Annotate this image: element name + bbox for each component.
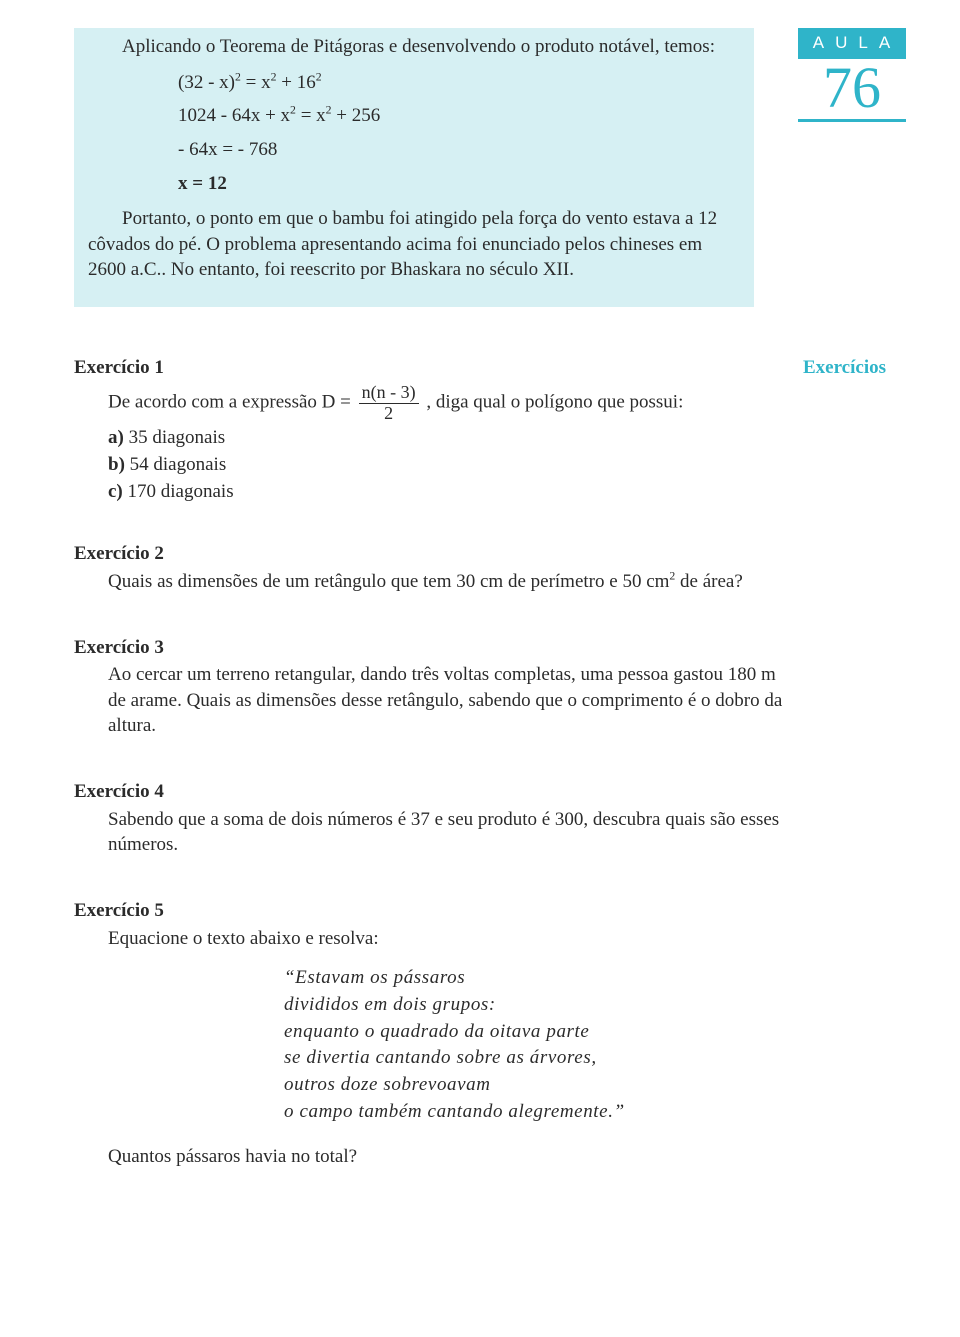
exercise-4: Exercício 4 Sabendo que a soma de dois n… <box>74 779 794 858</box>
ex1-fraction: n(n - 3) 2 <box>359 383 419 424</box>
eq-1: (32 - x)2 = x2 + 162 <box>178 70 730 96</box>
exercise-3-title: Exercício 3 <box>74 635 794 661</box>
exercise-1-title: Exercício 1 <box>74 355 774 381</box>
eq1-rhs2: 16 <box>297 72 316 93</box>
ex1-text-c: , diga qual o polígono que possui: <box>426 391 683 412</box>
ex1-opt-b-text: 54 diagonais <box>130 454 227 475</box>
aula-badge: AULA 76 <box>798 28 906 122</box>
exercise-3-text: Ao cercar um terreno retangular, dando t… <box>108 662 794 739</box>
solution-intro: Aplicando o Teorema de Pitágoras e desen… <box>88 34 730 60</box>
exercise-2-text: Quais as dimensões de um retângulo que t… <box>108 569 794 595</box>
poem-line-2: divididos em dois grupos: <box>284 992 794 1018</box>
exercise-5-question: Quantos pássaros havia no total? <box>108 1144 794 1170</box>
exercise-2-title: Exercício 2 <box>74 541 794 567</box>
exercise-5-poem: “Estavam os pássaros divididos em dois g… <box>284 965 794 1124</box>
solution-conclusion: Portanto, o ponto em que o bambu foi ati… <box>88 206 730 283</box>
ex1-frac-den: 2 <box>359 404 419 424</box>
exercise-3: Exercício 3 Ao cercar um terreno retangu… <box>74 635 794 740</box>
equation-block: (32 - x)2 = x2 + 162 1024 - 64x + x2 = x… <box>178 70 730 197</box>
exercise-5-intro: Equacione o texto abaixo e resolva: <box>108 926 794 952</box>
eq-3: - 64x = - 768 <box>178 137 730 163</box>
ex1-opt-a: a) 35 diagonais <box>108 425 774 451</box>
eq1-equals: = <box>246 72 261 93</box>
ex1-opt-c-text: 170 diagonais <box>128 481 234 502</box>
ex1-frac-num: n(n - 3) <box>359 383 419 404</box>
ex1-opt-b: b) 54 diagonais <box>108 452 774 478</box>
ex1-text-a: De acordo com a expressão <box>108 391 322 412</box>
eq1-lhs: (32 - x) <box>178 72 235 93</box>
poem-line-1: “Estavam os pássaros <box>284 965 794 991</box>
ex2-text-a: Quais as dimensões de um retângulo que t… <box>108 571 669 592</box>
solution-box: Aplicando o Teorema de Pitágoras e desen… <box>74 28 754 307</box>
exercise-4-title: Exercício 4 <box>74 779 794 805</box>
exercise-1: Exercício 1 De acordo com a expressão D … <box>74 355 774 505</box>
exercises-section-label: Exercícios <box>803 355 886 381</box>
eq-4: x = 12 <box>178 171 730 197</box>
aula-number: 76 <box>798 59 906 122</box>
exercise-4-text: Sabendo que a soma de dois números é 37 … <box>108 807 794 858</box>
ex1-d-equals: D = <box>322 391 356 412</box>
poem-line-5: outros doze sobrevoavam <box>284 1072 794 1098</box>
exercise-2: Exercício 2 Quais as dimensões de um ret… <box>74 541 794 594</box>
exercise-1-text: De acordo com a expressão D = n(n - 3) 2… <box>108 383 774 424</box>
exercise-5-title: Exercício 5 <box>74 898 794 924</box>
ex2-text-b: de área? <box>675 571 743 592</box>
eq1-rhs1: x <box>261 72 271 93</box>
eq2-const: + 256 <box>332 105 381 126</box>
ex1-opt-a-text: 35 diagonais <box>129 427 226 448</box>
poem-line-3: enquanto o quadrado da oitava parte <box>284 1019 794 1045</box>
poem-line-6: o campo também cantando alegremente.” <box>284 1099 794 1125</box>
exercise-5: Exercício 5 Equacione o texto abaixo e r… <box>74 898 794 1170</box>
ex1-opt-c: c) 170 diagonais <box>108 479 774 505</box>
eq2-lhs: 1024 - 64x + x <box>178 105 290 126</box>
poem-line-4: se divertia cantando sobre as árvores, <box>284 1045 794 1071</box>
exercise-1-options: a) 35 diagonais b) 54 diagonais c) 170 d… <box>108 425 774 504</box>
eq2-rhs: x <box>316 105 326 126</box>
eq-2: 1024 - 64x + x2 = x2 + 256 <box>178 103 730 129</box>
